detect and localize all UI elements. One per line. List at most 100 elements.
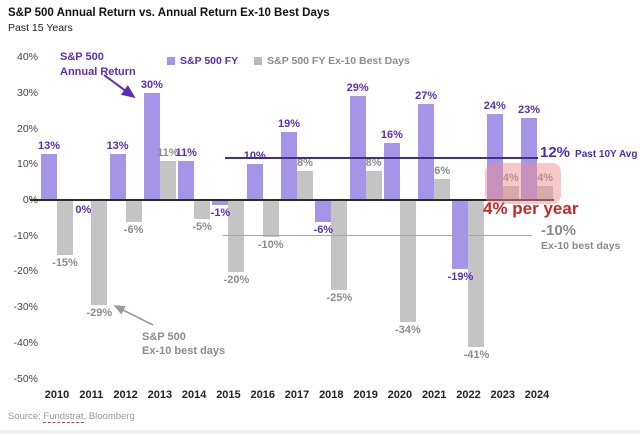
label-ex10-2015: -20% [223, 274, 250, 287]
bar-sp500fy-2014 [178, 160, 195, 200]
ex10-avg-line [223, 235, 532, 236]
year-label-2014: 2014 [181, 389, 207, 401]
label-ex10-2011: -29% [86, 306, 113, 319]
past-10y-avg-line [225, 157, 538, 159]
source-link-fundstrat[interactable]: Fundstrat [43, 411, 84, 423]
ytick--40: -40% [13, 336, 38, 349]
ytick--20: -20% [13, 265, 38, 278]
label-ex10-2010: -15% [52, 256, 78, 269]
bar-sp500fy-2018 [315, 201, 332, 223]
bar-sp500fy-2012 [109, 153, 126, 200]
bar-ex10-2013 [159, 160, 176, 200]
label-sp500fy-2021: 27% [415, 89, 438, 102]
year-label-2022: 2022 [456, 389, 481, 401]
year-label-2015: 2015 [216, 389, 241, 401]
bar-ex10-2017 [297, 171, 314, 200]
label-ex10-2014: -5% [192, 220, 212, 233]
legend-item-ex10: S&P 500 FY Ex-10 Best Days [254, 55, 410, 67]
bar-ex10-2011 [91, 201, 108, 305]
year-label-2019: 2019 [353, 389, 378, 401]
bar-ex10-2010 [57, 201, 73, 255]
year-label-2017: 2017 [284, 389, 310, 401]
bar-ex10-2024 [537, 185, 554, 200]
ytick--10: -10% [13, 229, 38, 242]
annotation-sp500-line2: Annual Return [60, 66, 136, 78]
past-10y-avg-value: 12% [540, 144, 571, 161]
bar-ex10-2020 [399, 201, 416, 323]
label-ex10-2017: 8% [297, 157, 313, 170]
bar-sp500fy-2017 [281, 132, 298, 200]
legend-label-ex10: S&P 500 FY Ex-10 Best Days [267, 55, 410, 67]
legend-swatch-ex10-icon [254, 57, 263, 65]
annotation-sp500-line1: S&P 500 [60, 51, 104, 63]
ytick-40: 40% [16, 51, 38, 64]
legend-swatch-sp500-icon [167, 57, 175, 65]
label-sp500fy-2023: 24% [483, 100, 506, 113]
label-sp500fy-2013: 30% [140, 78, 163, 91]
legend-item-sp500: S&P 500 FY [167, 55, 238, 67]
bar-ex10-2014 [194, 201, 211, 219]
bar-sp500fy-2021 [418, 103, 435, 200]
label-sp500fy-2017: 19% [278, 118, 301, 131]
bar-sp500fy-2019 [349, 96, 366, 200]
annotation-ex10-best-days: S&P 500 Ex-10 best days [142, 330, 225, 358]
label-sp500fy-2015: -1% [210, 206, 231, 219]
source-line: Source: Fundstrat, Bloomberg [8, 411, 135, 423]
year-label-2020: 2020 [387, 389, 413, 401]
year-label-2024: 2024 [524, 389, 550, 401]
bar-ex10-2012 [125, 201, 142, 223]
annotation-ex10-line1: S&P 500 [142, 331, 186, 343]
bar-sp500fy-2010 [41, 153, 57, 200]
label-sp500fy-2018: -6% [313, 224, 334, 237]
label-ex10-2013: 11% [157, 146, 179, 159]
label-sp500fy-2010: 13% [37, 139, 61, 152]
label-sp500fy-2016: 10% [237, 150, 273, 162]
annotation-sp500-annual-return: S&P 500 Annual Return [60, 50, 136, 80]
bar-sp500fy-2015 [212, 201, 229, 205]
past-10y-avg-label: 12% Past 10Y Avg [540, 144, 637, 161]
label-sp500fy-2022: -19% [447, 270, 474, 283]
ytick-10: 10% [16, 158, 38, 171]
year-label-2011: 2011 [79, 389, 104, 401]
label-ex10-2019: 8% [365, 157, 382, 170]
ex10-avg-value: -10% [541, 222, 577, 239]
bar-sp500fy-2020 [383, 142, 400, 200]
bar-ex10-2022 [468, 201, 485, 348]
label-ex10-2018: -25% [326, 292, 353, 305]
legend-label-sp500: S&P 500 FY [180, 55, 239, 67]
per-year-callout: 4% per year [483, 199, 579, 218]
label-ex10-2023: 4% [502, 171, 519, 184]
year-label-2023: 2023 [490, 389, 515, 401]
bar-ex10-2021 [434, 178, 451, 200]
bar-ex10-2019 [365, 171, 382, 200]
label-ex10-2020: -34% [395, 324, 421, 337]
label-ex10-2012: -6% [123, 224, 144, 237]
bar-ex10-2015 [228, 201, 245, 273]
bottom-border [0, 430, 640, 434]
year-label-2018: 2018 [319, 389, 344, 401]
bar-ex10-2023 [502, 185, 519, 200]
ytick-30: 30% [16, 86, 38, 99]
chart-title: S&P 500 Annual Return vs. Annual Return … [8, 7, 330, 19]
source-prefix: Source: [8, 411, 44, 422]
label-sp500fy-2011: 0% [75, 204, 92, 216]
zero-axis-line [30, 199, 554, 201]
label-sp500fy-2012: 13% [106, 139, 129, 152]
bar-sp500fy-2022 [452, 201, 469, 269]
label-ex10-2022: -41% [463, 349, 490, 362]
label-sp500fy-2020: 16% [380, 128, 403, 141]
label-sp500fy-2024: 23% [518, 103, 541, 116]
ex10-avg-caption: Ex-10 best days [541, 240, 621, 252]
arrow-to-ex10-bar-icon [113, 305, 154, 326]
label-ex10-2021: 6% [434, 164, 451, 177]
ytick-20: 20% [16, 122, 38, 135]
label-sp500fy-2014: 11% [175, 146, 197, 159]
year-label-2016: 2016 [250, 389, 275, 401]
legend: S&P 500 FY S&P 500 FY Ex-10 Best Days [167, 55, 410, 67]
chart-subtitle: Past 15 Years [8, 22, 73, 34]
ytick--30: -30% [13, 301, 38, 314]
ytick--50: -50% [13, 372, 38, 385]
bar-ex10-2018 [331, 201, 348, 291]
bar-sp500fy-2016 [246, 164, 263, 200]
